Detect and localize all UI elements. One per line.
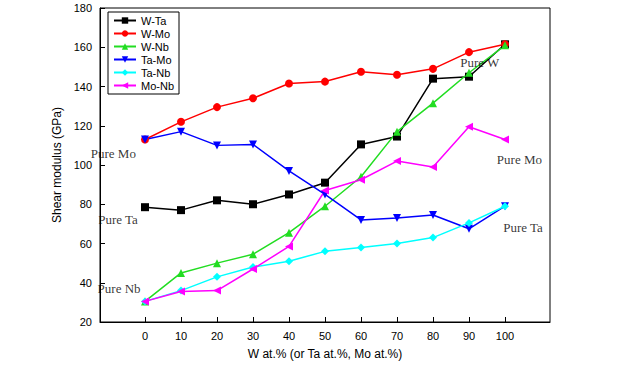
svg-text:70: 70 [391,330,403,342]
svg-text:30: 30 [247,330,259,342]
svg-text:W-Ta: W-Ta [141,15,167,27]
svg-text:80: 80 [80,198,92,210]
svg-text:100: 100 [496,330,514,342]
svg-text:60: 60 [355,330,367,342]
svg-text:Mo-Nb: Mo-Nb [141,80,174,92]
svg-text:Pure W: Pure W [460,55,500,70]
svg-text:Ta-Mo: Ta-Mo [141,54,172,66]
svg-text:140: 140 [74,81,92,93]
svg-text:W at.% (or Ta at.%, Mo at.%): W at.% (or Ta at.%, Mo at.%) [248,347,403,361]
svg-text:40: 40 [80,277,92,289]
svg-text:Pure Mo: Pure Mo [91,146,136,161]
svg-text:50: 50 [319,330,331,342]
svg-text:90: 90 [463,330,475,342]
svg-text:10: 10 [175,330,187,342]
svg-text:180: 180 [74,2,92,14]
svg-text:120: 120 [74,120,92,132]
svg-text:Ta-Nb: Ta-Nb [141,67,170,79]
svg-text:20: 20 [80,316,92,328]
svg-text:80: 80 [427,330,439,342]
svg-text:Pure Nb: Pure Nb [98,281,141,296]
svg-text:Shear modulus (GPa): Shear modulus (GPa) [50,107,64,223]
svg-text:20: 20 [211,330,223,342]
svg-text:W-Nb: W-Nb [141,41,169,53]
svg-text:100: 100 [74,159,92,171]
svg-text:Pure Mo: Pure Mo [497,152,542,167]
svg-text:40: 40 [283,330,295,342]
svg-text:Pure Ta: Pure Ta [98,212,138,227]
svg-text:0: 0 [142,330,148,342]
svg-text:Pure Ta: Pure Ta [503,220,543,235]
svg-text:60: 60 [80,238,92,250]
svg-text:W-Mo: W-Mo [141,28,170,40]
svg-text:160: 160 [74,41,92,53]
